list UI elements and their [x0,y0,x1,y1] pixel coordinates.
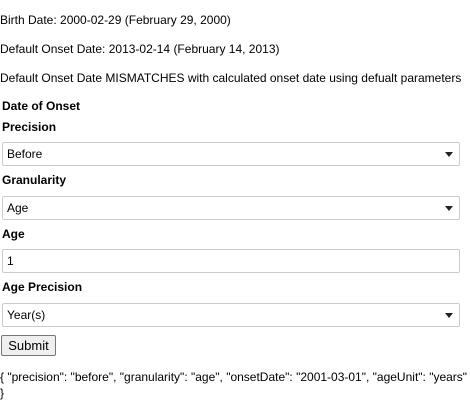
json-output: { "precision": "before", "granularity": … [0,370,468,400]
precision-selected-value: Before [7,147,43,161]
chevron-down-icon [445,313,453,318]
age-precision-select[interactable]: Year(s) [2,303,460,327]
mismatch-message: Default Onset Date MISMATCHES with calcu… [0,71,462,85]
chevron-down-icon [445,206,453,211]
section-title: Date of Onset [2,99,81,113]
birth-date-text: Birth Date: 2000-02-29 (February 29, 200… [0,13,231,27]
age-input[interactable]: 1 [2,249,460,273]
default-onset-date-text: Default Onset Date: 2013-02-14 (February… [0,42,280,56]
chevron-down-icon [445,152,453,157]
precision-label: Precision [2,120,57,134]
granularity-select[interactable]: Age [2,196,460,220]
granularity-selected-value: Age [7,201,29,215]
precision-select[interactable]: Before [2,142,460,166]
age-precision-selected-value: Year(s) [7,308,46,322]
age-input-value: 1 [7,254,14,268]
submit-button[interactable]: Submit [1,335,56,356]
age-precision-label: Age Precision [2,280,83,294]
age-label: Age [2,227,25,241]
granularity-label: Granularity [2,173,67,187]
